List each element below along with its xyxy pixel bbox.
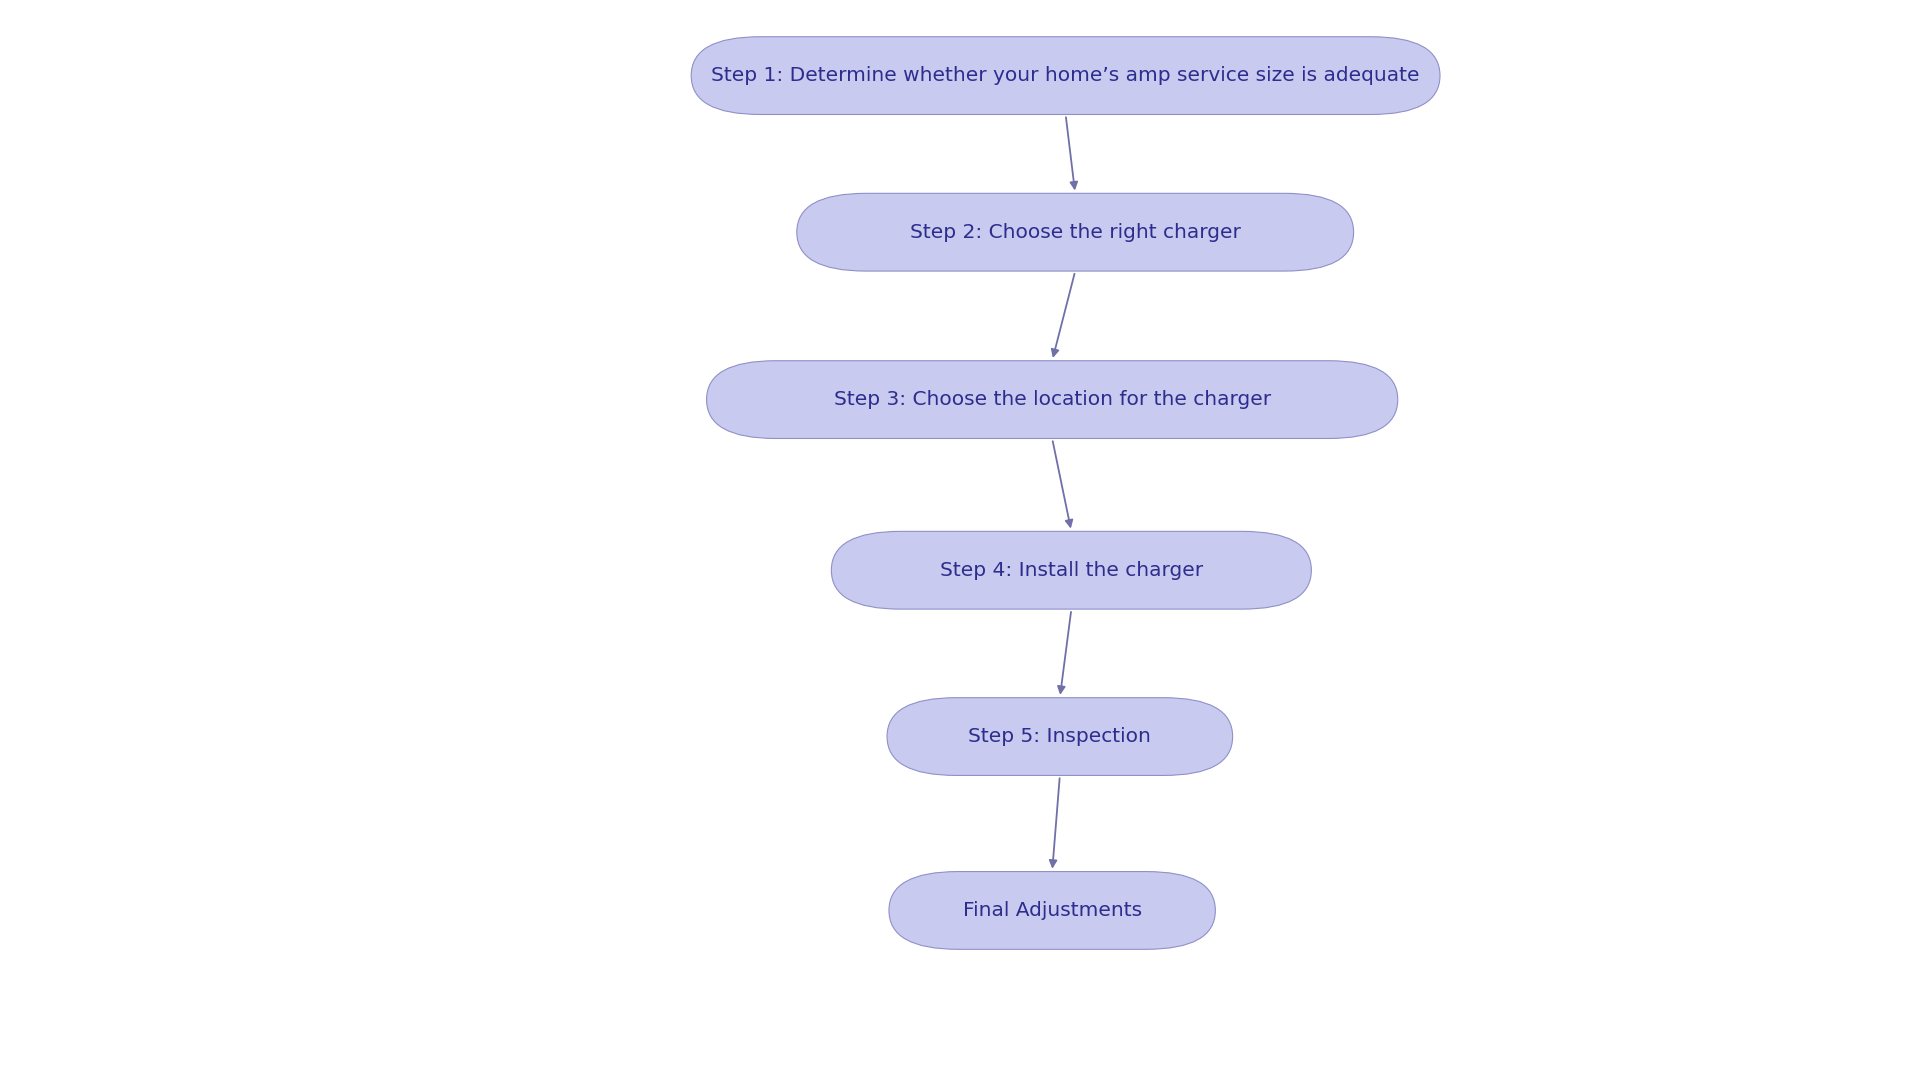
FancyBboxPatch shape	[797, 193, 1354, 271]
Text: Step 3: Choose the location for the charger: Step 3: Choose the location for the char…	[833, 390, 1271, 409]
FancyBboxPatch shape	[887, 698, 1233, 775]
Text: Step 1: Determine whether your home’s amp service size is adequate: Step 1: Determine whether your home’s am…	[710, 66, 1421, 85]
Text: Step 5: Inspection: Step 5: Inspection	[968, 727, 1152, 746]
FancyBboxPatch shape	[831, 531, 1311, 609]
Text: Step 2: Choose the right charger: Step 2: Choose the right charger	[910, 222, 1240, 242]
Text: Final Adjustments: Final Adjustments	[962, 901, 1142, 920]
FancyBboxPatch shape	[707, 361, 1398, 438]
FancyBboxPatch shape	[691, 37, 1440, 114]
FancyBboxPatch shape	[889, 872, 1215, 949]
Text: Step 4: Install the charger: Step 4: Install the charger	[939, 561, 1204, 580]
